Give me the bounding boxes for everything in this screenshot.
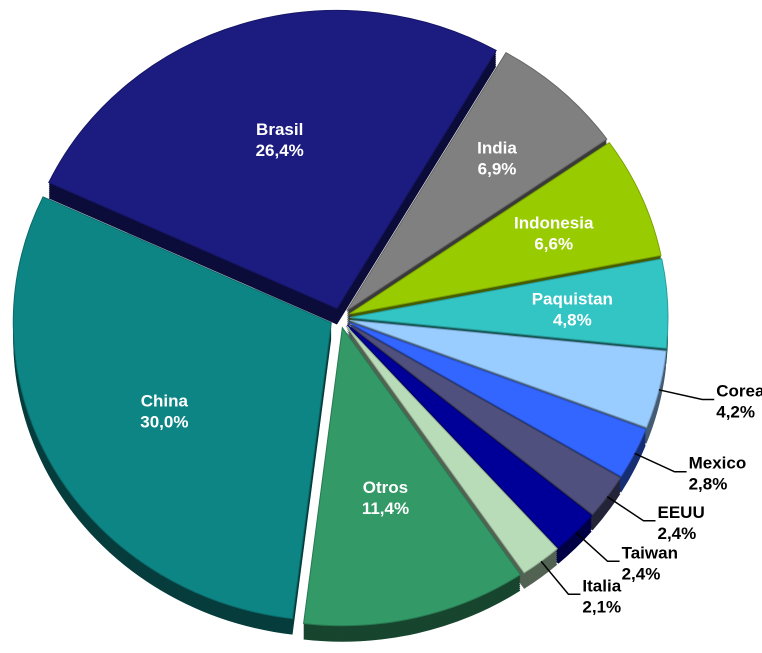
category-label: Mexico bbox=[689, 454, 747, 473]
value-label: 2,8% bbox=[689, 475, 728, 494]
slice-label: Corea 4,2% bbox=[716, 382, 762, 422]
slice bbox=[303, 326, 522, 627]
slice bbox=[348, 141, 662, 315]
slice bbox=[345, 325, 558, 574]
value-label: 2,1% bbox=[582, 597, 621, 616]
category-label: Taiwan bbox=[622, 543, 678, 562]
value-label: 6,6% bbox=[534, 235, 573, 254]
slice bbox=[48, 10, 497, 310]
category-label: India bbox=[477, 139, 517, 158]
slice-label: China 30,0% bbox=[140, 392, 188, 432]
slice bbox=[346, 324, 593, 549]
slice bbox=[348, 321, 647, 478]
slice-label: India 6,9% bbox=[477, 139, 517, 179]
leader-line bbox=[540, 560, 581, 596]
value-label: 2,4% bbox=[658, 524, 697, 543]
slice-label: Otros 11,4% bbox=[362, 478, 409, 518]
category-label: China bbox=[141, 392, 189, 411]
category-label: Brasil bbox=[256, 120, 303, 139]
slice bbox=[347, 323, 622, 516]
slice bbox=[346, 51, 608, 312]
slice bbox=[12, 196, 332, 620]
category-label: Italia bbox=[582, 576, 621, 595]
value-label: 30,0% bbox=[140, 413, 188, 432]
leader-line bbox=[634, 452, 687, 473]
value-label: 11,4% bbox=[362, 499, 409, 518]
slice-label: Brasil 26,4% bbox=[256, 120, 304, 160]
value-label: 26,4% bbox=[256, 141, 304, 160]
category-label: Indonesia bbox=[514, 214, 594, 233]
slice-label: Paquistan 4,8% bbox=[532, 290, 613, 330]
category-label: Otros bbox=[363, 478, 408, 497]
leader-line bbox=[575, 531, 620, 563]
value-label: 4,8% bbox=[553, 311, 592, 330]
leader-line bbox=[658, 389, 715, 401]
category-label: Paquistan bbox=[532, 290, 613, 309]
slice-label: Mexico 2,8% bbox=[689, 454, 747, 494]
slice-label: Indonesia 6,6% bbox=[514, 214, 594, 254]
value-label: 4,2% bbox=[716, 403, 755, 422]
value-label: 6,9% bbox=[478, 160, 517, 179]
slice bbox=[349, 258, 669, 349]
category-label: Corea bbox=[716, 382, 762, 401]
leader-line bbox=[606, 495, 656, 522]
slice-label: Taiwan 2,4% bbox=[622, 543, 678, 583]
slice-label: EEUU 2,4% bbox=[658, 503, 705, 543]
category-label: EEUU bbox=[658, 503, 705, 522]
slice bbox=[349, 319, 667, 428]
value-label: 2,4% bbox=[622, 564, 661, 583]
slice-label: Italia 2,1% bbox=[582, 576, 621, 616]
